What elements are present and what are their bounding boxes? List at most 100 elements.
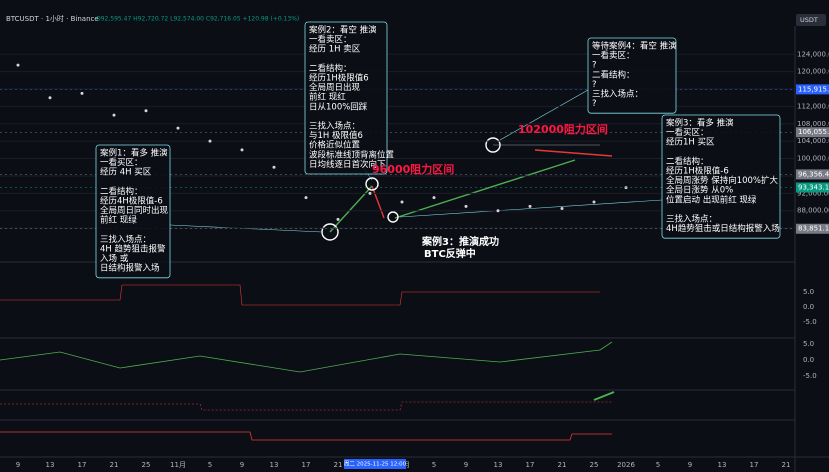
- annotation-line: ?: [592, 61, 597, 71]
- x-tick-label: 5: [432, 461, 436, 469]
- x-tick-label: 9: [240, 461, 244, 469]
- crosshair-label: 周二 2025-11-25 12:00: [344, 461, 407, 468]
- annotation-line: 一看买区：: [100, 157, 143, 168]
- price-point: [112, 113, 116, 117]
- annotation-line: 全局周日出现: [309, 82, 361, 93]
- annotation-line: 经历 1H 卖区: [309, 44, 361, 55]
- price-point: [400, 200, 404, 204]
- price-point: [208, 139, 212, 143]
- annotation-line: 一看卖区：: [309, 34, 352, 45]
- annotation-line: 日均线逐日首次向下: [309, 159, 386, 170]
- pane-separators: [0, 26, 829, 472]
- x-tick-label: 11月: [170, 461, 186, 469]
- price-point: [176, 126, 180, 130]
- price-point: [528, 204, 532, 208]
- price-point: [464, 204, 468, 208]
- y-tick-label: 104,000.00: [797, 137, 829, 145]
- annotation-line: 一看买区：: [666, 127, 709, 138]
- x-tick-label: 17: [750, 461, 759, 469]
- annotation-box: [587, 37, 677, 114]
- annotation-line: 等待案例4：看空 推演: [592, 41, 677, 52]
- x-tick-label: 9: [16, 461, 20, 469]
- x-tick-label: 21: [782, 461, 791, 469]
- annotation-line: 经历1H极限值-6: [666, 166, 729, 177]
- indicator-tick-label: 0.0: [803, 356, 814, 364]
- annotation-line: ?: [592, 99, 597, 109]
- result-text: BTC反弹中: [424, 247, 476, 260]
- annotation-box: [95, 144, 171, 279]
- price-badge: [796, 169, 829, 180]
- x-tick-label: 17: [78, 461, 87, 469]
- annotation-line: 二看结构：: [666, 156, 709, 167]
- annotation-line: 日结构报警入场: [100, 263, 160, 274]
- y-tick-label: 108,000.00: [797, 120, 829, 128]
- annotation-line: 4H 趋势狙击报警: [100, 244, 166, 255]
- currency-badge: [796, 14, 826, 26]
- price-point: [432, 196, 436, 200]
- price-point: [272, 165, 276, 169]
- resistance-label: 96000阻力区间: [372, 162, 454, 176]
- annotation-line: 入场 或: [100, 253, 129, 264]
- x-tick-label: 5: [208, 461, 212, 469]
- annotation-line: 三找入场点：: [592, 89, 643, 100]
- annotation-line: 三找入场点：: [309, 121, 360, 132]
- indicator-tick-label: 5.0: [803, 288, 814, 296]
- price-badge: [796, 182, 829, 193]
- annotation-line: 全局周日同时出现: [100, 205, 169, 216]
- price-point: [592, 200, 596, 204]
- price-badge: [796, 223, 829, 234]
- y-tick-label: 88,000.00: [797, 207, 829, 215]
- annotation-line: 一看卖区：: [592, 50, 635, 61]
- x-tick-label: 21: [110, 461, 119, 469]
- price-badge-text: 115,915.08: [798, 85, 829, 93]
- annotation-line: 波段标准线顶背离位置: [309, 149, 395, 160]
- x-tick-label: 25: [590, 461, 599, 469]
- y-tick-label: 100,000.00: [797, 155, 829, 163]
- annotation-line: 二看结构：: [309, 63, 352, 74]
- indicator-tick-label: 5.0: [803, 340, 814, 348]
- x-tick-label: 5: [656, 461, 660, 469]
- x-tick-label: 17: [302, 461, 311, 469]
- indicator-tick-label: -5.0: [803, 372, 817, 380]
- drawings: [169, 89, 663, 401]
- currency: USDT: [800, 16, 818, 24]
- x-tick-label: 13: [46, 461, 55, 469]
- annotation-line: 案例1：看多 推演: [100, 148, 168, 159]
- x-tick-label: 17: [526, 461, 535, 469]
- annotation-line: 经历4H极限值-6: [100, 196, 163, 207]
- annotation-line: 二看结构：: [100, 186, 143, 197]
- price-point: [144, 109, 148, 113]
- indicator-traces: [0, 284, 613, 441]
- price-badge-text: 96,356.49: [798, 170, 829, 178]
- y-tick-label: 112,000.00: [797, 102, 829, 110]
- result-text: 案例3：推演成功: [421, 235, 499, 248]
- x-tick-label: 13: [718, 461, 727, 469]
- annotation-line: 前红 现红: [309, 92, 346, 103]
- price-point: [560, 207, 564, 211]
- annotation-line: 全局日涨势 从0%: [666, 185, 733, 196]
- x-tick-label: 9: [464, 461, 468, 469]
- y-tick-label: 120,000.00: [797, 68, 829, 76]
- y-tick-label: 92,000.00: [797, 189, 829, 197]
- annotation-line: 4H趋势狙击或日结构报警入场: [666, 223, 780, 234]
- price-badge-text: 93,343.14: [798, 183, 829, 191]
- x-tick-label: 13: [270, 461, 279, 469]
- price-badge: [796, 84, 829, 95]
- annotation-line: 经历 4H 买区: [100, 167, 152, 178]
- price-point: [240, 148, 244, 152]
- annotation-line: 价格近似位置: [309, 140, 361, 151]
- annotation-line: ?: [592, 80, 597, 90]
- price-point: [304, 196, 308, 200]
- annotation-box: [661, 114, 781, 239]
- annotation-line: 三找入场点：: [100, 234, 151, 245]
- price-point: [368, 191, 372, 195]
- x-tick-label: 9: [688, 461, 692, 469]
- price-badge: [796, 127, 829, 138]
- price-badge-text: 83,851.18: [798, 225, 829, 233]
- crosshair-badge: [344, 459, 406, 469]
- annotation-line: 案例2：看空 推演: [309, 25, 377, 36]
- ohlc: O92,595.47 H92,720.72 L92,574.00 C92,716…: [96, 16, 299, 23]
- price-badge-text: 106,055.49: [798, 128, 829, 136]
- annotation-line: 日从100%回踩: [309, 101, 368, 112]
